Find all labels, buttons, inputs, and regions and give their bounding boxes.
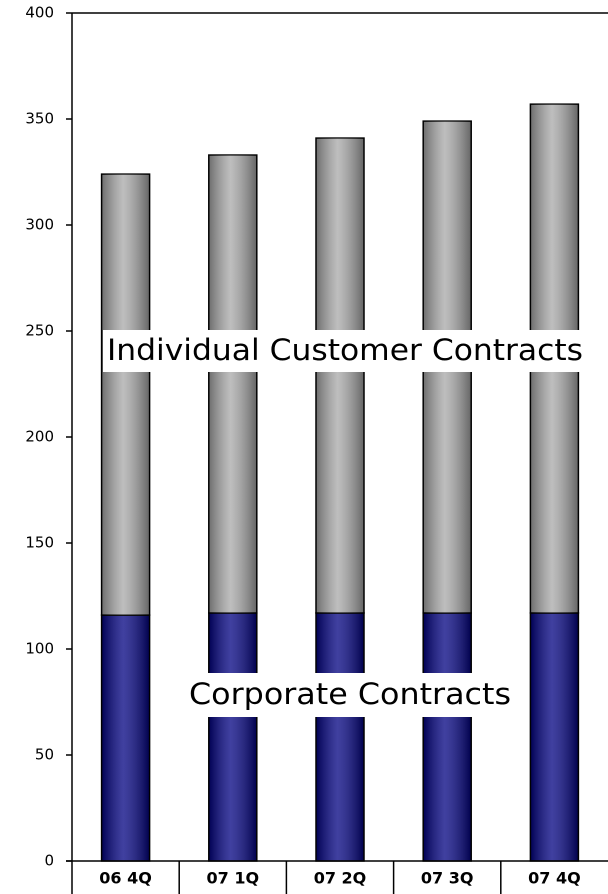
- x-tick-label: 07 2Q: [314, 869, 367, 888]
- y-tick-label: 150: [25, 534, 54, 552]
- bar-shine: [316, 612, 364, 861]
- x-tick-label: 07 3Q: [421, 869, 474, 888]
- bar-shine: [101, 615, 150, 861]
- bar-shine: [101, 174, 150, 616]
- label-box: [185, 673, 515, 717]
- x-tick-label: 07 1Q: [207, 869, 260, 888]
- bar-shine: [530, 612, 579, 861]
- y-tick-label: 350: [25, 110, 54, 128]
- label-box: [103, 330, 587, 372]
- series-label: Individual Customer Contracts: [107, 333, 583, 367]
- bar-shine: [316, 138, 364, 613]
- y-tick-label: 50: [35, 746, 54, 764]
- y-tick-label: 300: [25, 216, 54, 234]
- x-tick-label: 06 4Q: [99, 869, 152, 888]
- series-label: Corporate Contracts: [189, 677, 511, 711]
- bar-shine: [208, 155, 257, 613]
- x-tick-label: 07 4Q: [528, 869, 581, 888]
- y-tick-label: 200: [25, 428, 54, 446]
- y-tick-label: 0: [44, 852, 54, 870]
- bar-shine: [423, 612, 472, 861]
- y-tick-label: 400: [25, 4, 54, 22]
- bar-shine: [208, 612, 257, 861]
- y-tick-label: 100: [25, 640, 54, 658]
- y-tick-label: 250: [25, 322, 54, 340]
